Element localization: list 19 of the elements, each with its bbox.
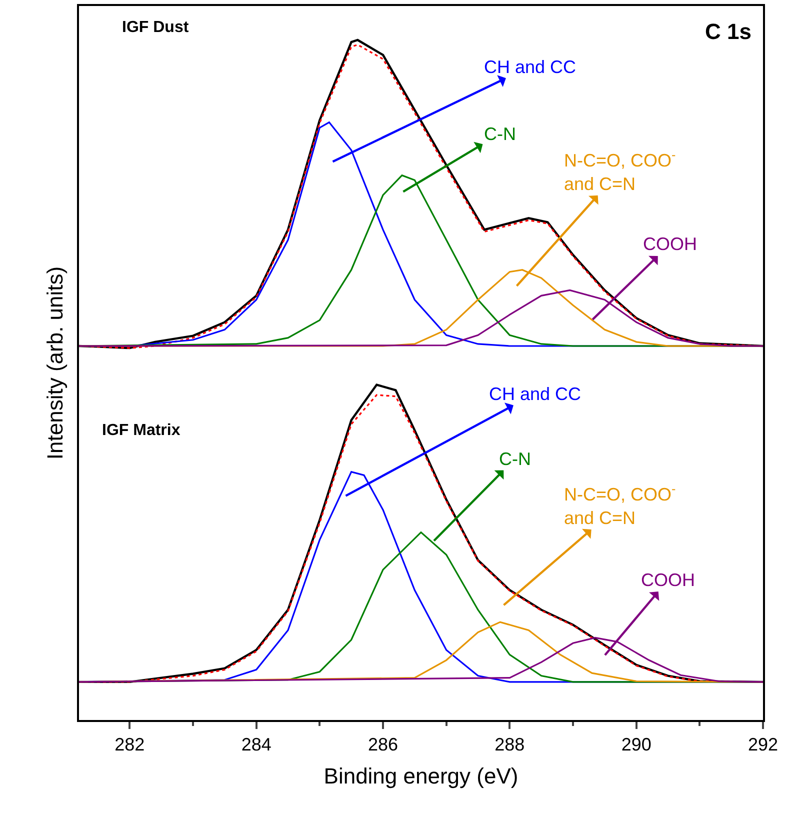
- x-tick-label: 288: [494, 734, 525, 754]
- annotation: CH and CC: [489, 384, 582, 404]
- x-tick-label: 290: [621, 734, 652, 754]
- x-tick-label: 282: [114, 734, 145, 754]
- x-axis-title: Binding energy (eV): [324, 764, 518, 789]
- text: N-C=O, COO$^{-}$ and C=N: [564, 482, 676, 528]
- x-tick-label: 284: [241, 734, 272, 754]
- annotation: C-N: [499, 449, 531, 469]
- text: N-C=O, COO$^{-}$ and C=N: [564, 148, 676, 194]
- annotation: COOH: [641, 570, 695, 590]
- y-axis-title: Intensity (arb. units): [42, 266, 68, 460]
- annotation: IGF Matrix: [102, 422, 180, 439]
- annotation: CH and CC: [484, 57, 576, 77]
- x-tick-label: 286: [368, 734, 398, 754]
- x-tick-label: 292: [748, 734, 778, 754]
- text: IGF Dust: [122, 19, 190, 36]
- annotation: C-N: [484, 124, 516, 144]
- annotation: COOH: [643, 234, 697, 254]
- annotation: C 1s: [705, 19, 752, 44]
